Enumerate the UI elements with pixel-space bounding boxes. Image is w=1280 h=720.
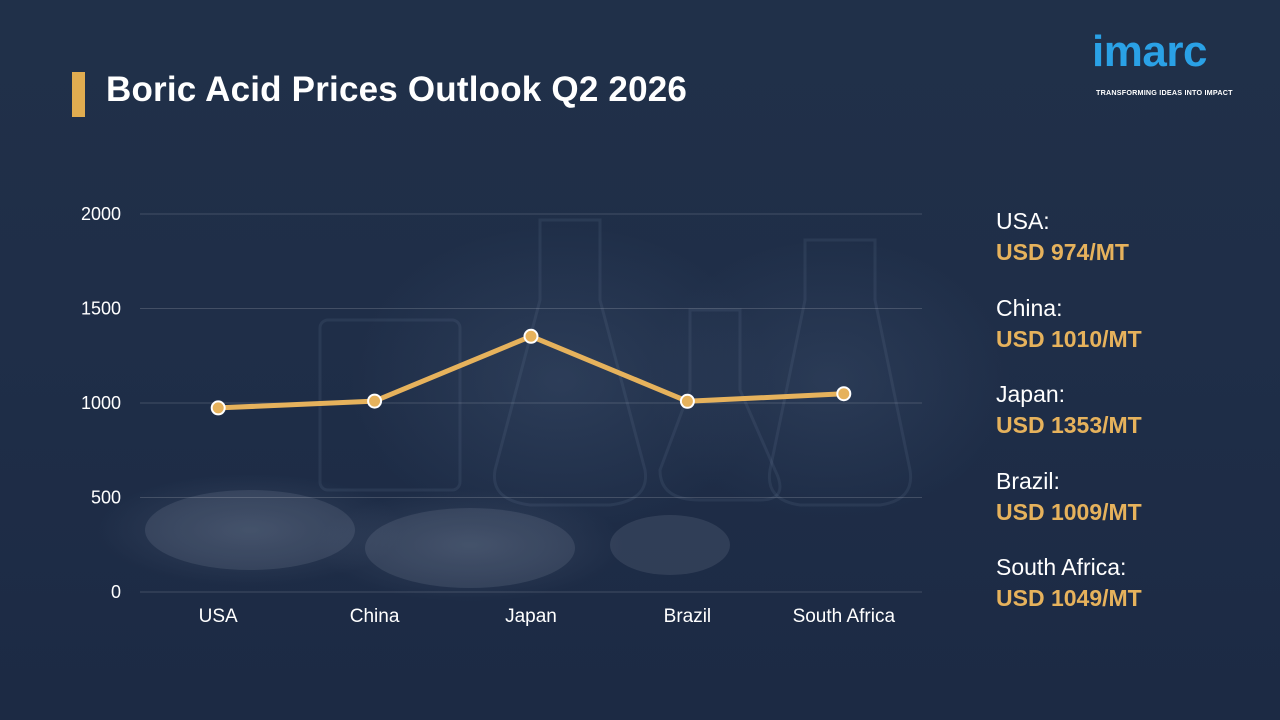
x-tick-label: China bbox=[350, 606, 400, 627]
price-country-label: South Africa: bbox=[996, 554, 1127, 580]
y-tick-label: 0 bbox=[111, 582, 121, 602]
y-tick-label: 1500 bbox=[81, 299, 121, 319]
chart-y-axis: 0 500 1000 1500 2000 bbox=[81, 204, 121, 602]
y-tick-label: 500 bbox=[91, 488, 121, 508]
price-item: USA: USD 974/MT bbox=[996, 206, 1266, 293]
page-title: Boric Acid Prices Outlook Q2 2026 bbox=[106, 70, 688, 109]
data-point-brazil bbox=[679, 393, 695, 409]
logo-wordmark: imarc bbox=[1092, 27, 1207, 76]
series-line bbox=[215, 333, 847, 411]
chart-gridlines bbox=[140, 213, 922, 593]
x-tick-label: USA bbox=[199, 606, 238, 627]
price-country-label: USA: bbox=[996, 208, 1050, 234]
data-point-china bbox=[367, 393, 383, 409]
imarc-logo: imarc TRANSFORMING IDEAS INTO IMPACT bbox=[1092, 30, 1242, 98]
price-country-label: Japan: bbox=[996, 381, 1066, 407]
x-tick-label: Japan bbox=[505, 606, 557, 627]
price-value: USD 1049/MT bbox=[996, 585, 1142, 611]
price-item: Japan: USD 1353/MT bbox=[996, 379, 1266, 466]
price-item: Brazil: USD 1009/MT bbox=[996, 466, 1266, 553]
price-value: USD 1009/MT bbox=[996, 498, 1142, 525]
y-tick-label: 2000 bbox=[81, 204, 121, 224]
price-value: USD 974/MT bbox=[996, 239, 1129, 265]
price-country-label: Brazil: bbox=[996, 467, 1060, 494]
price-list: USA: USD 974/MT China: USD 1010/MT Japan: USD… bbox=[996, 206, 1266, 639]
price-value: USD 1353/MT bbox=[996, 412, 1142, 438]
logo-tagline: TRANSFORMING IDEAS INTO IMPACT bbox=[1096, 88, 1233, 97]
data-point-usa bbox=[210, 400, 226, 416]
chart-series bbox=[210, 328, 852, 416]
price-item: South Africa: USD 1049/MT bbox=[996, 552, 1266, 639]
price-item: China: USD 1010/MT bbox=[996, 293, 1266, 380]
price-value: USD 1010/MT bbox=[996, 325, 1142, 352]
price-country-label: China: bbox=[996, 294, 1063, 321]
x-tick-label: South Africa bbox=[793, 606, 896, 627]
data-point-japan bbox=[523, 328, 539, 344]
x-tick-label: Brazil bbox=[664, 606, 712, 627]
data-point-south-africa bbox=[836, 386, 852, 402]
y-tick-label: 1000 bbox=[81, 393, 121, 413]
title-accent-bar bbox=[72, 72, 85, 117]
chart-x-axis: USA China Japan Brazil South Africa bbox=[199, 606, 896, 627]
